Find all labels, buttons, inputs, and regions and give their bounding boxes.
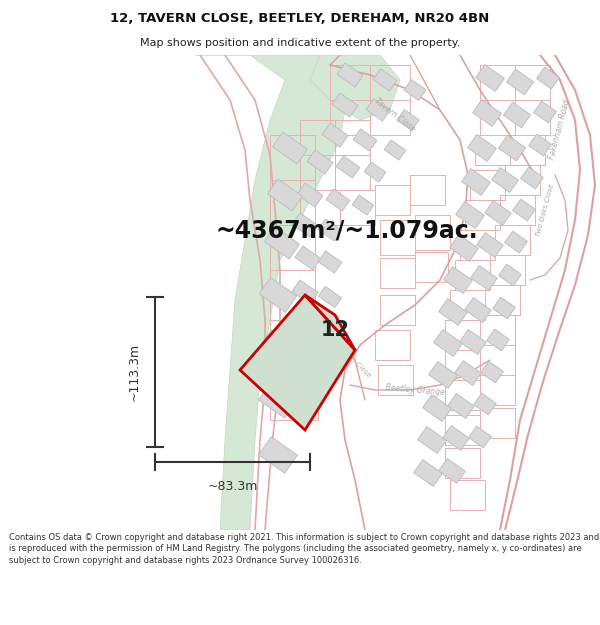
Polygon shape bbox=[499, 264, 521, 286]
Polygon shape bbox=[265, 227, 299, 259]
Text: 12, TAVERN CLOSE, BEETLEY, DEREHAM, NR20 4BN: 12, TAVERN CLOSE, BEETLEY, DEREHAM, NR20… bbox=[110, 12, 490, 25]
Polygon shape bbox=[428, 362, 457, 388]
Polygon shape bbox=[443, 267, 472, 293]
Polygon shape bbox=[373, 69, 397, 91]
Polygon shape bbox=[461, 169, 490, 196]
Text: Tavern Close: Tavern Close bbox=[373, 96, 417, 134]
Polygon shape bbox=[529, 134, 551, 156]
Text: ~4367m²/~1.079ac.: ~4367m²/~1.079ac. bbox=[215, 218, 478, 242]
Polygon shape bbox=[332, 93, 358, 117]
Polygon shape bbox=[364, 162, 386, 182]
Polygon shape bbox=[418, 427, 446, 453]
Text: Beetley Grange: Beetley Grange bbox=[385, 383, 445, 397]
Polygon shape bbox=[455, 361, 481, 386]
Text: Fakenham Road: Fakenham Road bbox=[548, 99, 572, 161]
Text: 12: 12 bbox=[320, 320, 349, 340]
Polygon shape bbox=[469, 426, 491, 448]
Polygon shape bbox=[512, 199, 535, 221]
Polygon shape bbox=[422, 394, 451, 421]
Text: Byern Close: Byern Close bbox=[338, 345, 372, 379]
Polygon shape bbox=[292, 280, 318, 304]
Polygon shape bbox=[305, 295, 355, 350]
Polygon shape bbox=[460, 329, 487, 354]
Polygon shape bbox=[259, 330, 298, 366]
Polygon shape bbox=[470, 266, 497, 291]
Polygon shape bbox=[352, 195, 374, 215]
Polygon shape bbox=[292, 213, 318, 237]
Polygon shape bbox=[493, 297, 515, 319]
Polygon shape bbox=[473, 99, 502, 126]
Polygon shape bbox=[326, 189, 350, 211]
Polygon shape bbox=[318, 219, 342, 241]
Polygon shape bbox=[397, 109, 419, 131]
Polygon shape bbox=[353, 129, 377, 151]
Polygon shape bbox=[337, 63, 363, 87]
Polygon shape bbox=[503, 102, 530, 128]
Polygon shape bbox=[485, 201, 511, 226]
Polygon shape bbox=[449, 234, 478, 261]
Polygon shape bbox=[448, 394, 475, 419]
Polygon shape bbox=[476, 232, 503, 258]
Polygon shape bbox=[467, 134, 496, 161]
Polygon shape bbox=[195, 55, 350, 530]
Polygon shape bbox=[336, 156, 360, 178]
Polygon shape bbox=[322, 123, 348, 147]
Polygon shape bbox=[259, 278, 297, 312]
Polygon shape bbox=[297, 183, 323, 207]
Polygon shape bbox=[413, 459, 442, 486]
Text: Two Oaks Close: Two Oaks Close bbox=[535, 183, 555, 237]
Polygon shape bbox=[296, 315, 324, 341]
Text: Contains OS data © Crown copyright and database right 2021. This information is : Contains OS data © Crown copyright and d… bbox=[9, 533, 599, 565]
Polygon shape bbox=[268, 179, 302, 211]
Polygon shape bbox=[319, 286, 341, 308]
Text: Map shows position and indicative extent of the property.: Map shows position and indicative extent… bbox=[140, 39, 460, 49]
Text: ~83.3m: ~83.3m bbox=[208, 480, 257, 493]
Polygon shape bbox=[505, 231, 527, 253]
Polygon shape bbox=[259, 382, 298, 418]
Polygon shape bbox=[476, 64, 505, 91]
Polygon shape bbox=[443, 426, 469, 451]
Polygon shape bbox=[272, 132, 307, 164]
Polygon shape bbox=[307, 150, 333, 174]
Polygon shape bbox=[499, 135, 526, 161]
Polygon shape bbox=[464, 298, 491, 322]
Text: ~113.3m: ~113.3m bbox=[128, 343, 141, 401]
Polygon shape bbox=[455, 202, 484, 228]
Polygon shape bbox=[491, 168, 518, 192]
Polygon shape bbox=[259, 437, 298, 473]
Polygon shape bbox=[240, 295, 355, 430]
Polygon shape bbox=[295, 246, 321, 270]
Polygon shape bbox=[295, 348, 325, 376]
Polygon shape bbox=[506, 69, 533, 95]
Polygon shape bbox=[521, 167, 544, 189]
Polygon shape bbox=[384, 140, 406, 160]
Polygon shape bbox=[366, 99, 390, 121]
Polygon shape bbox=[533, 101, 556, 123]
Polygon shape bbox=[318, 251, 342, 273]
Polygon shape bbox=[439, 299, 467, 326]
Polygon shape bbox=[487, 329, 509, 351]
Polygon shape bbox=[404, 79, 426, 101]
Polygon shape bbox=[536, 67, 559, 89]
Polygon shape bbox=[481, 361, 503, 383]
Polygon shape bbox=[473, 393, 496, 415]
Polygon shape bbox=[310, 55, 400, 120]
Polygon shape bbox=[439, 459, 466, 484]
Polygon shape bbox=[434, 329, 463, 356]
